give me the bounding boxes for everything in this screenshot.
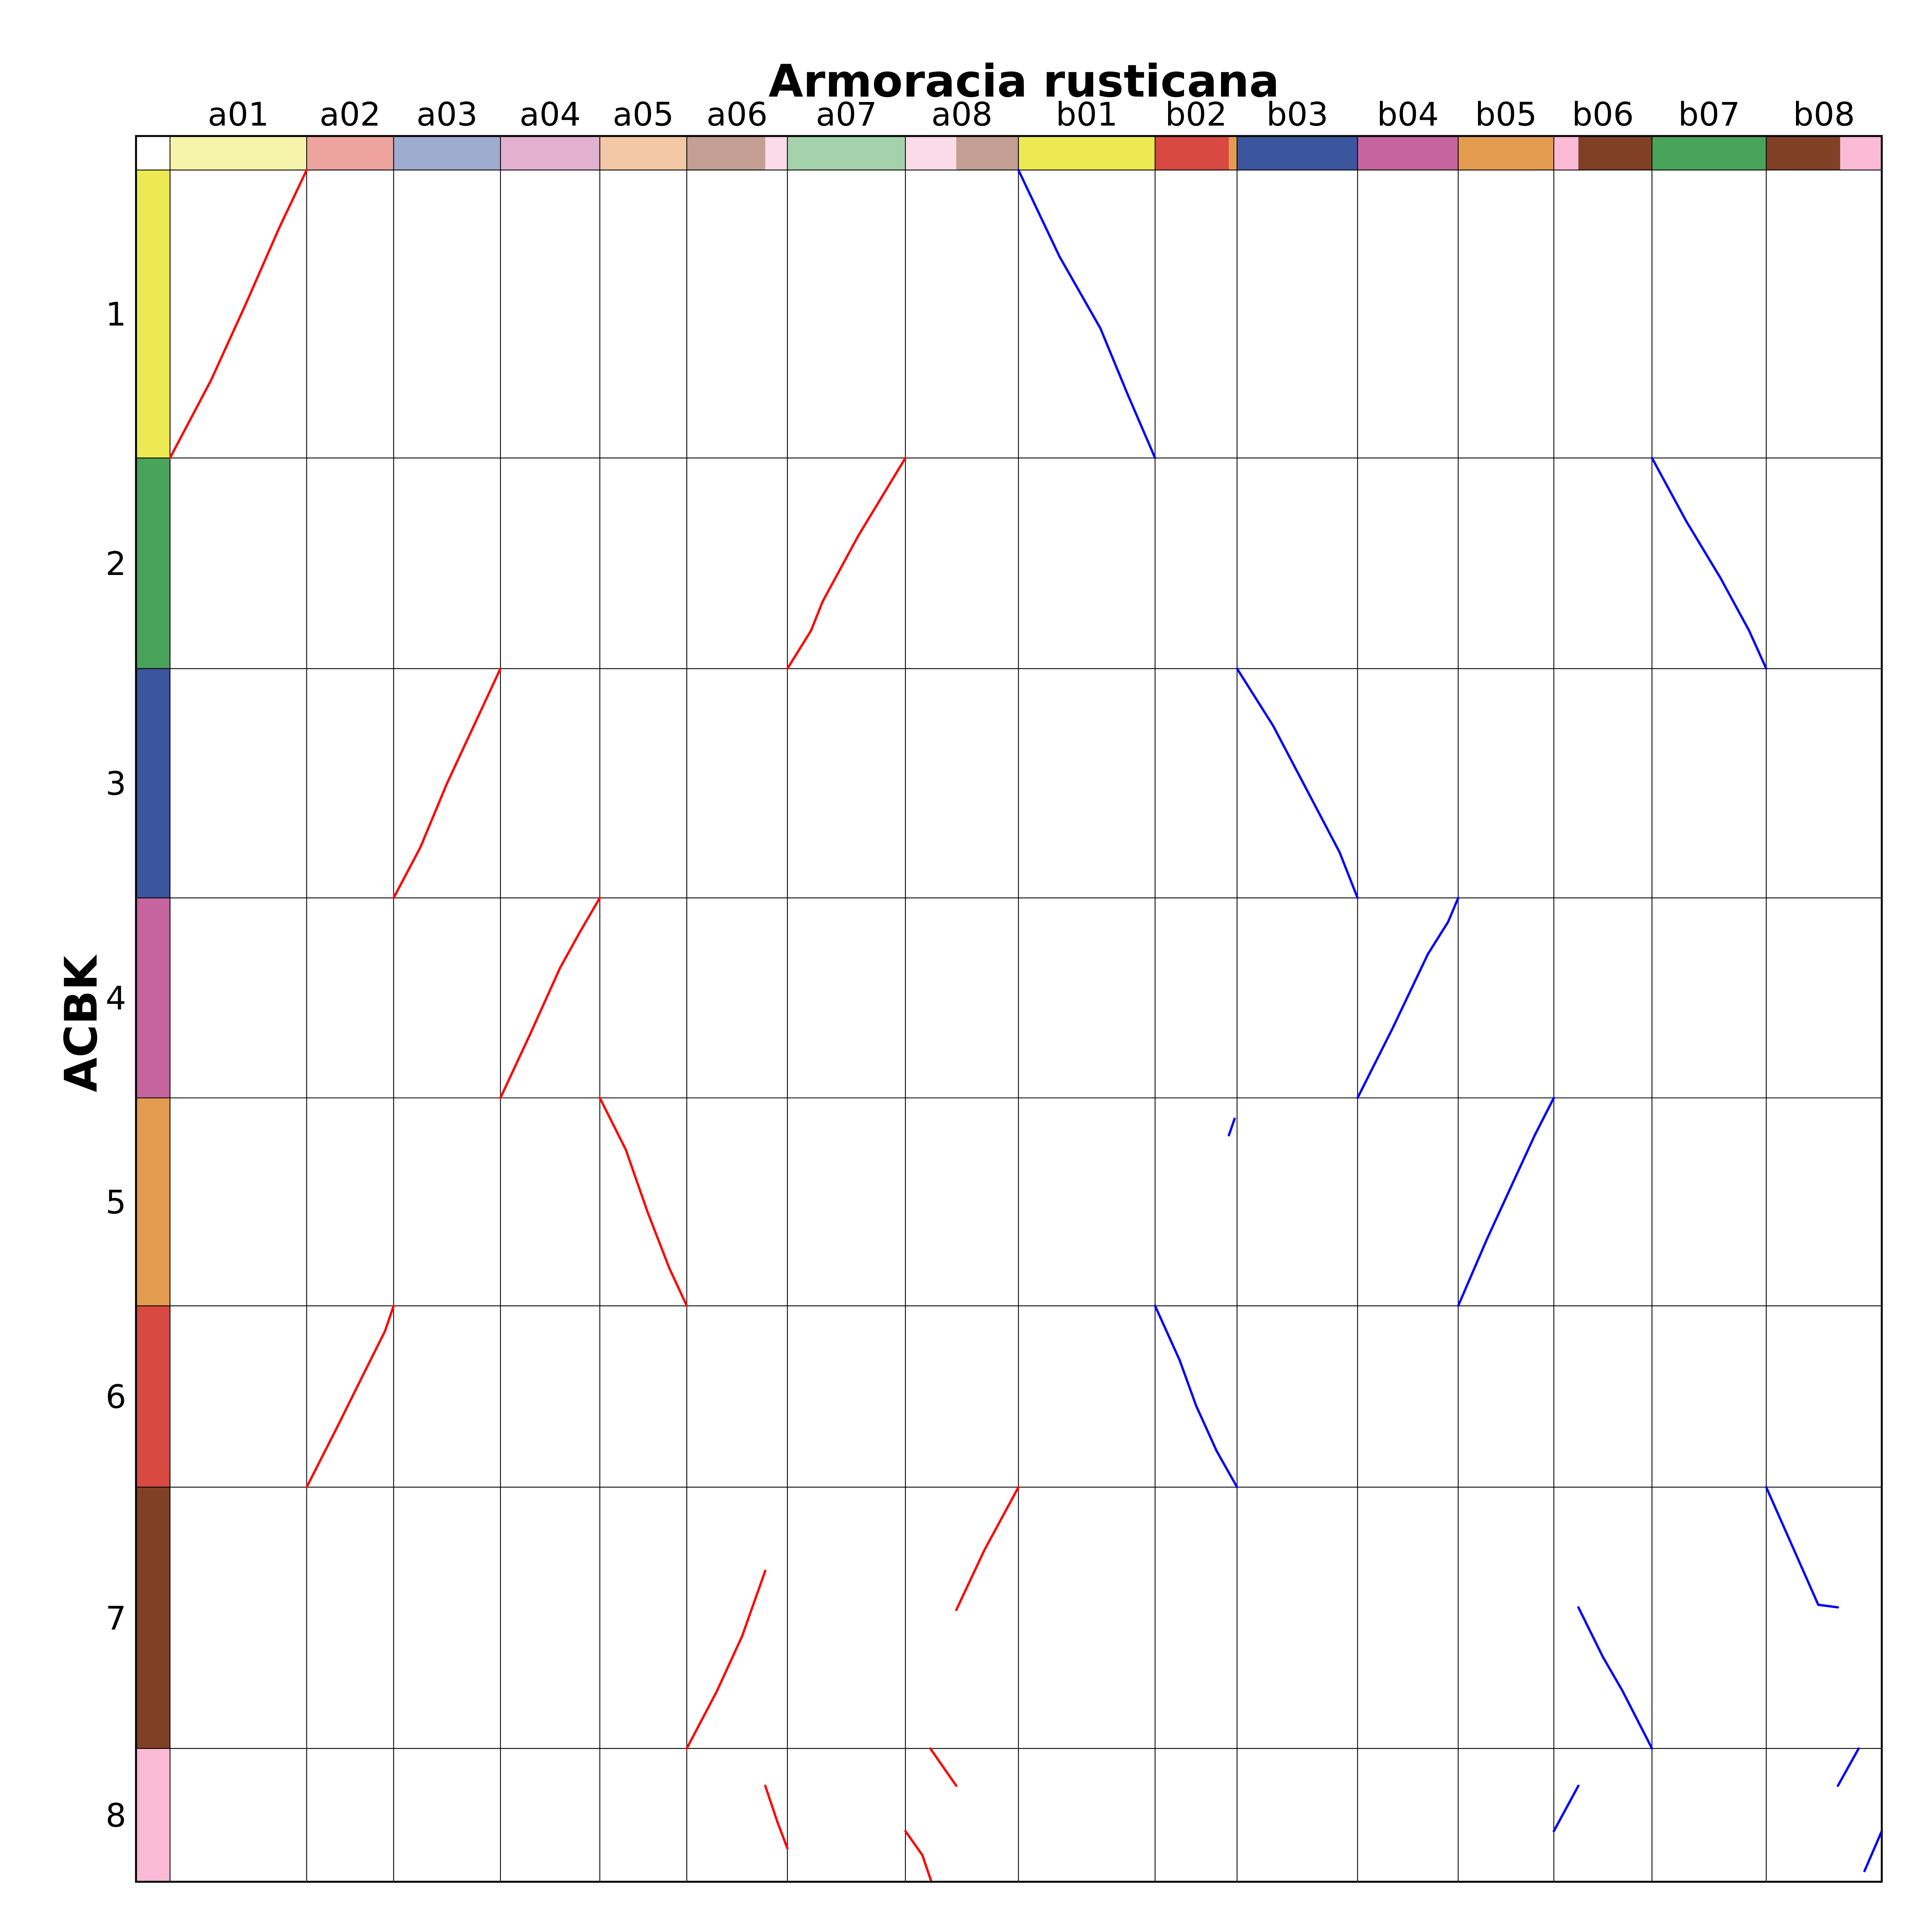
synteny-segment-b08-8-22 xyxy=(1863,1830,1883,1872)
x-block-a08-0 xyxy=(905,136,956,170)
x-chromosome-label-b03: b03 xyxy=(1266,95,1328,133)
y-block-2 xyxy=(136,458,170,669)
synteny-segment-b08-7-20 xyxy=(1765,1486,1839,1609)
y-block-4 xyxy=(136,898,170,1098)
synteny-segment-b02-5-13 xyxy=(1228,1117,1236,1137)
y-chromosome-label-1: 1 xyxy=(105,296,126,333)
y-chromosome-labels: 1 2 3 4 5 6 7 8 xyxy=(105,296,126,1835)
x-block-b04-0 xyxy=(1357,136,1458,170)
synteny-segment-a08-7-8 xyxy=(955,1486,1020,1611)
y-block-6 xyxy=(136,1306,170,1487)
synteny-segment-b05-5-16 xyxy=(1457,1097,1555,1307)
synteny-segment-b06-7-17 xyxy=(1577,1606,1653,1750)
y-chromosome-label-2: 2 xyxy=(105,545,126,583)
x-chromosome-label-a06: a06 xyxy=(706,95,767,133)
synteny-segment-b04-4-15 xyxy=(1356,896,1459,1099)
y-chromosome-label-7: 7 xyxy=(105,1599,126,1637)
chromosome-grid xyxy=(136,136,1882,1882)
synteny-segment-a08-8-9 xyxy=(929,1747,957,1787)
y-chromosome-label-8: 8 xyxy=(105,1796,126,1834)
plot-frame xyxy=(135,135,1883,1883)
x-block-b08-1 xyxy=(1840,136,1882,170)
y-block-5 xyxy=(136,1098,170,1306)
x-chromosome-label-a05: a05 xyxy=(613,95,674,133)
synteny-segment-a02-6-1 xyxy=(305,1304,395,1488)
synteny-lines xyxy=(169,169,1883,1883)
x-block-b02-0 xyxy=(1155,136,1229,170)
y-chromosome-blocks xyxy=(136,170,170,1882)
x-chromosome-label-a02: a02 xyxy=(320,95,381,133)
x-chromosome-label-a01: a01 xyxy=(208,95,269,133)
synteny-segment-a05-5-4 xyxy=(599,1097,688,1307)
x-block-b07-0 xyxy=(1652,136,1767,170)
synteny-segment-a08-8-10 xyxy=(904,1830,933,1883)
x-block-a01-0 xyxy=(170,136,307,170)
x-chromosome-blocks xyxy=(170,136,1882,170)
x-chromosome-label-a07: a07 xyxy=(816,95,877,133)
x-block-b01-0 xyxy=(1018,136,1155,170)
synteny-segment-a04-4-3 xyxy=(499,896,601,1099)
x-chromosome-label-a03: a03 xyxy=(417,95,478,133)
x-block-b08-0 xyxy=(1766,136,1840,170)
x-chromosome-label-b02: b02 xyxy=(1165,95,1227,133)
y-axis-label: ACBK xyxy=(55,954,107,1092)
synteny-segment-a06-7-5 xyxy=(685,1570,767,1750)
y-chromosome-label-4: 4 xyxy=(105,980,126,1017)
synteny-segment-a07-2-7 xyxy=(786,457,907,670)
synteny-segment-a01-1-0 xyxy=(169,169,308,459)
x-block-a02-0 xyxy=(306,136,394,170)
x-chromosome-label-b05: b05 xyxy=(1475,95,1537,133)
x-chromosome-label-b04: b04 xyxy=(1377,95,1439,133)
synteny-segment-b03-3-14 xyxy=(1236,667,1359,899)
synteny-segment-b08-8-21 xyxy=(1837,1747,1860,1787)
x-block-b06-0 xyxy=(1554,136,1578,170)
y-block-3 xyxy=(136,668,170,898)
synteny-segment-b02-6-12 xyxy=(1154,1304,1238,1488)
x-block-b02-1 xyxy=(1229,136,1237,170)
synteny-segment-a06-8-6 xyxy=(764,1784,789,1850)
y-chromosome-label-3: 3 xyxy=(105,765,126,803)
synteny-segment-b06-8-18 xyxy=(1553,1784,1580,1832)
chart-title: Armoracia rusticana xyxy=(769,55,1279,107)
x-block-a08-1 xyxy=(956,136,1019,170)
y-chromosome-label-6: 6 xyxy=(105,1378,126,1416)
x-chromosome-label-b01: b01 xyxy=(1056,95,1117,133)
y-chromosome-label-5: 5 xyxy=(105,1183,126,1221)
x-chromosome-label-a04: a04 xyxy=(520,95,581,133)
x-chromosome-label-b06: b06 xyxy=(1572,95,1634,133)
x-block-b06-1 xyxy=(1578,136,1652,170)
x-block-a06-0 xyxy=(687,136,765,170)
y-block-7 xyxy=(136,1487,170,1748)
y-block-8 xyxy=(136,1748,170,1882)
x-block-a05-0 xyxy=(600,136,687,170)
x-chromosome-label-a08: a08 xyxy=(931,95,992,133)
x-block-b05-0 xyxy=(1458,136,1554,170)
x-block-a07-0 xyxy=(787,136,906,170)
x-block-a04-0 xyxy=(500,136,600,170)
x-block-a03-0 xyxy=(393,136,501,170)
y-block-1 xyxy=(136,170,170,458)
x-chromosome-label-b07: b07 xyxy=(1678,95,1740,133)
synteny-segment-b07-2-19 xyxy=(1651,457,1767,670)
x-chromosome-labels: a01 a02 a03 a04 a05 a06 a07 a08 b01 b02 b03 b04 b05 b… xyxy=(208,95,1855,133)
synteny-segment-a03-3-2 xyxy=(392,667,502,899)
x-block-b03-0 xyxy=(1237,136,1358,170)
x-block-a06-1 xyxy=(765,136,787,170)
synteny-segment-b01-1-11 xyxy=(1017,169,1156,459)
x-chromosome-label-b08: b08 xyxy=(1793,95,1855,133)
